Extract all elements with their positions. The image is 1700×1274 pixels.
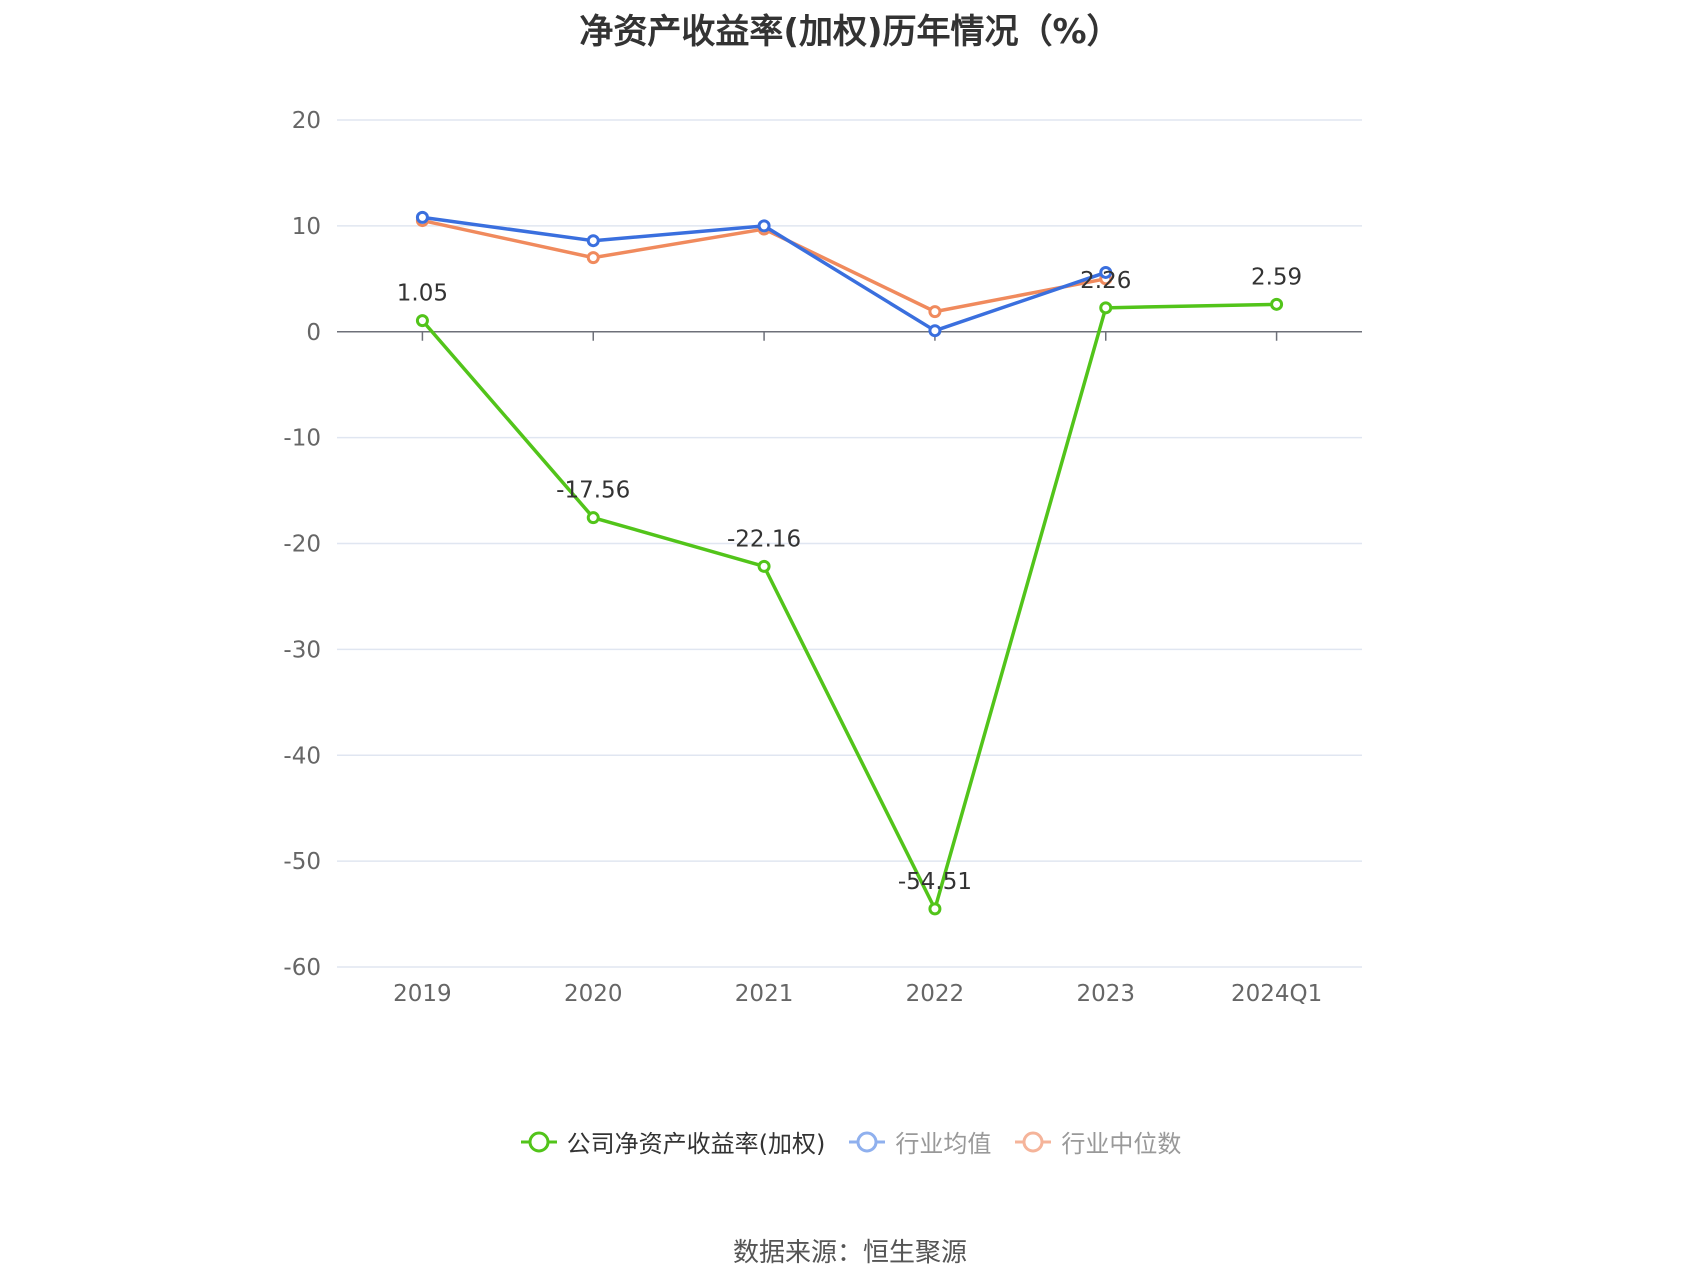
y-tick-label: -20 [283,532,321,558]
data-label: 2.26 [1080,268,1131,294]
chart-title: 净资产收益率(加权)历年情况（%） [579,12,1121,52]
data-point [1099,301,1113,315]
data-point [1270,297,1284,311]
data-point [1099,265,1113,279]
data-label: -17.56 [556,478,630,504]
legend-marker-company-icon [520,1131,557,1152]
y-tick-label: 0 [306,320,321,346]
x-tick-label: 2021 [735,981,794,1007]
x-tick-label: 2022 [906,981,965,1007]
y-axis: 20 10 0 -10 -20 -30 -40 -50 -60 [283,108,321,981]
data-point [415,314,429,328]
y-tick-label: -50 [283,849,321,875]
legend-item-industry-median[interactable]: 行业中位数 [1013,1124,1181,1159]
data-label: -54.51 [898,869,972,895]
series-line [421,302,1277,911]
x-tick-label: 2023 [1076,981,1135,1007]
y-tick-label: 10 [292,214,321,240]
data-point [586,251,600,265]
data-point [928,305,942,319]
data-labels: 1.05 -17.56 -22.16 -54.51 2.26 2.59 [397,264,1302,895]
data-point [928,902,942,916]
legend-item-industry-mean[interactable]: 行业均值 [847,1124,991,1159]
legend-label-mean: 行业均值 [895,1130,992,1158]
data-label: 2.59 [1251,264,1302,290]
legend-marker-median-icon [1015,1131,1052,1152]
data-point [586,511,600,525]
data-point [586,234,600,248]
legend-label-company: 公司净资产收益率(加权) [566,1130,826,1158]
data-point [757,219,771,233]
x-tick-label: 2019 [393,981,452,1007]
y-tick-label: -10 [283,426,321,452]
legend-label-median: 行业中位数 [1061,1130,1182,1158]
legend: 公司净资产收益率(加权) 行业均值 行业中位数 [0,1124,1700,1159]
x-tick-label: 2020 [564,981,623,1007]
y-tick-label: 20 [292,108,321,134]
x-tick-label: 2024Q1 [1231,981,1322,1007]
data-label: 1.05 [397,281,448,307]
data-point [415,210,429,224]
y-tick-label: -30 [283,637,321,663]
x-axis: 2019 2020 2021 2022 2023 2024Q1 [337,331,1362,1007]
y-tick-label: -60 [283,955,321,981]
legend-item-company[interactable]: 公司净资产收益率(加权) [519,1124,826,1159]
legend-circle [1022,1131,1044,1152]
y-tick-label: -40 [283,743,321,769]
grid-lines [337,119,1362,968]
data-point [928,324,942,338]
legend-marker-mean-icon [849,1131,886,1152]
legend-circle [856,1131,878,1152]
data-source: 数据来源：恒生聚源 [732,1238,967,1268]
data-point [757,559,771,573]
data-label: -22.16 [727,526,801,552]
series-group [415,210,1284,916]
legend-circle [528,1131,550,1152]
